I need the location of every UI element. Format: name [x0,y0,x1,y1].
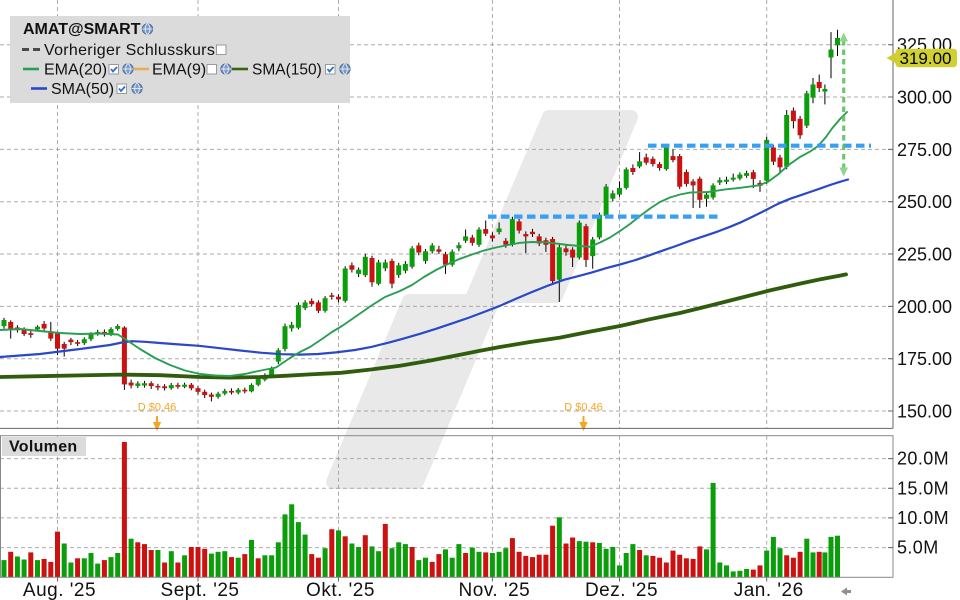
svg-text:EMA(9): EMA(9) [152,62,206,79]
svg-text:150.00: 150.00 [897,402,952,422]
svg-text:Okt. '25: Okt. '25 [306,580,375,600]
svg-text:10.0M: 10.0M [897,508,949,528]
svg-text:D $0.46: D $0.46 [138,402,177,414]
svg-text:5.0M: 5.0M [897,538,939,558]
svg-text:20.0M: 20.0M [897,449,949,469]
svg-text:Vorheriger Schlusskurs: Vorheriger Schlusskurs [44,42,215,59]
svg-text:Volumen: Volumen [9,439,77,456]
svg-text:SMA(150): SMA(150) [252,62,322,79]
svg-text:319.00: 319.00 [900,49,952,68]
svg-text:AMAT@SMART: AMAT@SMART [23,21,141,38]
svg-text:175.00: 175.00 [897,349,952,369]
svg-text:EMA(20): EMA(20) [44,62,107,79]
svg-text:Aug. '25: Aug. '25 [23,580,96,600]
svg-text:D $0.46: D $0.46 [564,402,603,414]
svg-text:225.00: 225.00 [897,245,952,265]
svg-text:Nov. '25: Nov. '25 [459,580,531,600]
svg-text:300.00: 300.00 [897,88,952,108]
svg-text:SMA(50): SMA(50) [51,81,114,98]
svg-text:Dez. '25: Dez. '25 [585,580,658,600]
svg-text:275.00: 275.00 [897,140,952,160]
svg-text:Jan. '26: Jan. '26 [734,580,804,600]
svg-text:Sept. '25: Sept. '25 [161,580,240,600]
svg-text:15.0M: 15.0M [897,478,949,498]
svg-text:200.00: 200.00 [897,297,952,317]
svg-text:250.00: 250.00 [897,192,952,212]
